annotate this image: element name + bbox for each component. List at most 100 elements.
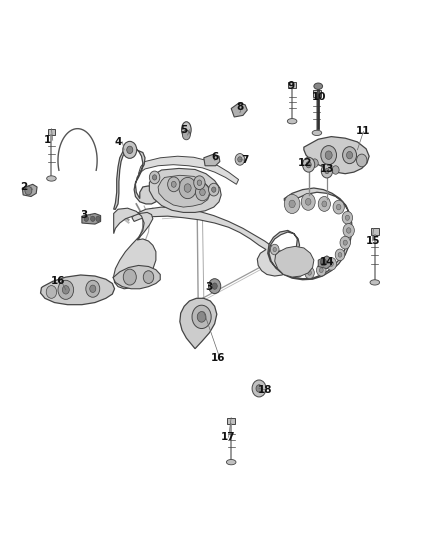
Circle shape [307, 271, 311, 275]
Ellipse shape [312, 130, 322, 135]
Circle shape [340, 236, 350, 249]
Circle shape [84, 216, 88, 221]
Circle shape [273, 247, 276, 252]
Circle shape [289, 200, 295, 208]
Circle shape [346, 228, 351, 233]
Text: 2: 2 [21, 182, 28, 192]
Circle shape [168, 177, 180, 192]
Circle shape [212, 283, 217, 289]
Polygon shape [149, 168, 221, 213]
Circle shape [294, 266, 303, 277]
Circle shape [238, 157, 242, 162]
Text: 10: 10 [312, 92, 326, 102]
Circle shape [329, 261, 333, 266]
Circle shape [345, 215, 350, 220]
Circle shape [192, 305, 211, 328]
Ellipse shape [47, 176, 56, 181]
Text: 4: 4 [114, 137, 122, 147]
Bar [288, 82, 296, 88]
Circle shape [270, 244, 279, 255]
Text: 3: 3 [81, 209, 88, 220]
Text: 9: 9 [287, 81, 294, 91]
Ellipse shape [287, 118, 297, 124]
Text: 16: 16 [211, 353, 226, 363]
Circle shape [321, 164, 332, 178]
Polygon shape [180, 298, 217, 349]
Circle shape [208, 279, 221, 294]
Polygon shape [82, 214, 101, 224]
Text: 17: 17 [221, 432, 236, 442]
Polygon shape [114, 208, 156, 289]
Text: 14: 14 [320, 257, 334, 267]
Circle shape [333, 200, 344, 214]
Circle shape [321, 259, 326, 266]
Circle shape [127, 146, 133, 154]
Circle shape [184, 184, 191, 192]
Circle shape [326, 257, 336, 270]
Circle shape [197, 180, 201, 185]
Circle shape [287, 264, 290, 269]
Circle shape [276, 253, 284, 264]
Polygon shape [304, 136, 369, 174]
Circle shape [325, 168, 329, 174]
Circle shape [171, 181, 176, 187]
Circle shape [305, 267, 314, 279]
Ellipse shape [183, 130, 190, 140]
Ellipse shape [182, 122, 191, 138]
Ellipse shape [370, 280, 380, 285]
Polygon shape [113, 265, 160, 289]
Ellipse shape [314, 83, 322, 90]
Polygon shape [114, 147, 158, 209]
Polygon shape [132, 207, 289, 276]
Circle shape [91, 216, 95, 221]
Circle shape [252, 380, 266, 397]
Text: 7: 7 [241, 156, 249, 165]
Circle shape [343, 223, 354, 237]
Circle shape [336, 204, 341, 210]
Polygon shape [158, 175, 210, 207]
Text: 6: 6 [211, 152, 218, 162]
Polygon shape [268, 188, 352, 280]
Circle shape [46, 286, 57, 298]
Circle shape [96, 216, 100, 221]
Ellipse shape [226, 459, 236, 465]
Circle shape [342, 212, 353, 224]
Circle shape [346, 151, 353, 159]
Circle shape [343, 240, 347, 245]
Polygon shape [138, 156, 239, 184]
Circle shape [284, 195, 300, 214]
Circle shape [321, 146, 336, 165]
Circle shape [152, 175, 157, 180]
Bar [371, 228, 379, 235]
Text: 12: 12 [298, 158, 312, 168]
Text: 5: 5 [180, 125, 188, 135]
Circle shape [149, 171, 160, 184]
Circle shape [25, 187, 32, 195]
Text: 16: 16 [51, 276, 65, 286]
Circle shape [278, 256, 282, 261]
Circle shape [235, 154, 245, 165]
Circle shape [179, 177, 196, 199]
Circle shape [58, 280, 74, 300]
Polygon shape [231, 103, 247, 117]
Circle shape [311, 159, 318, 167]
Text: 11: 11 [356, 126, 371, 136]
Circle shape [343, 147, 357, 164]
Circle shape [195, 184, 209, 201]
Polygon shape [41, 275, 115, 305]
Circle shape [284, 261, 293, 272]
Circle shape [208, 183, 219, 196]
Circle shape [305, 198, 311, 205]
Bar [47, 128, 55, 135]
Circle shape [197, 312, 206, 322]
Text: 3: 3 [206, 281, 213, 292]
Polygon shape [204, 154, 220, 166]
Circle shape [200, 189, 205, 196]
Circle shape [194, 176, 205, 190]
Circle shape [256, 385, 262, 392]
Text: 18: 18 [258, 384, 272, 394]
Circle shape [301, 193, 315, 211]
Circle shape [123, 141, 137, 158]
Circle shape [335, 249, 345, 261]
Circle shape [123, 269, 136, 285]
